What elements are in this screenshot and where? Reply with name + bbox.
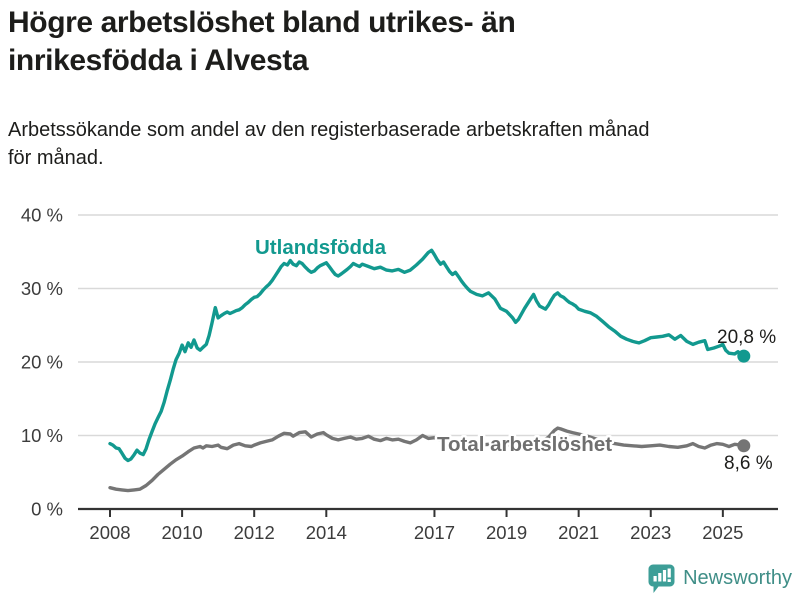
newsworthy-branding: Newsworthy	[647, 563, 792, 594]
x-tick-label: 2017	[414, 522, 455, 543]
series-label-1: Total arbetslöshet	[437, 433, 612, 456]
chart-header: Högre arbetslöshet bland utrikes- än inri…	[8, 4, 792, 80]
y-tick-label: 40 %	[21, 205, 63, 226]
x-tick-label: 2012	[234, 522, 275, 543]
y-tick-label: 20 %	[21, 352, 63, 373]
title-line-1: Högre arbetslöshet bland utrikes- än	[8, 6, 516, 39]
subtitle-line-1: Arbetssökande som andel av den registerb…	[8, 119, 650, 141]
x-tick-label: 2010	[162, 522, 203, 543]
y-tick-label: 10 %	[21, 425, 63, 446]
y-tick-label: 0 %	[31, 499, 63, 520]
end-value-label-1: 8,6 %	[724, 453, 773, 474]
x-tick-label: 2021	[558, 522, 599, 543]
newsworthy-logo-icon	[648, 564, 675, 593]
series-line-1	[108, 426, 746, 493]
x-tick-label: 2023	[630, 522, 671, 543]
page-title: Högre arbetslöshet bland utrikes- än inri…	[8, 4, 792, 80]
series-end-dot-0	[737, 349, 751, 363]
y-tick-label: 30 %	[21, 278, 63, 299]
chart-subtitle: Arbetssökande som andel av den registerb…	[8, 116, 650, 173]
subtitle-line-2: för månad.	[8, 147, 104, 170]
series-line-0	[108, 248, 746, 463]
title-line-2: inrikesfödda i Alvesta	[8, 44, 309, 78]
x-tick-label: 2008	[89, 522, 130, 543]
x-tick-label: 2019	[486, 522, 527, 543]
x-tick-label: 2014	[306, 522, 347, 543]
brand-name: Newsworthy	[683, 567, 792, 589]
series-label-0: Utlandsfödda	[255, 236, 387, 259]
x-tick-label: 2025	[702, 522, 743, 543]
series-end-dot-1	[737, 439, 751, 453]
end-value-label-0: 20,8 %	[717, 327, 776, 348]
